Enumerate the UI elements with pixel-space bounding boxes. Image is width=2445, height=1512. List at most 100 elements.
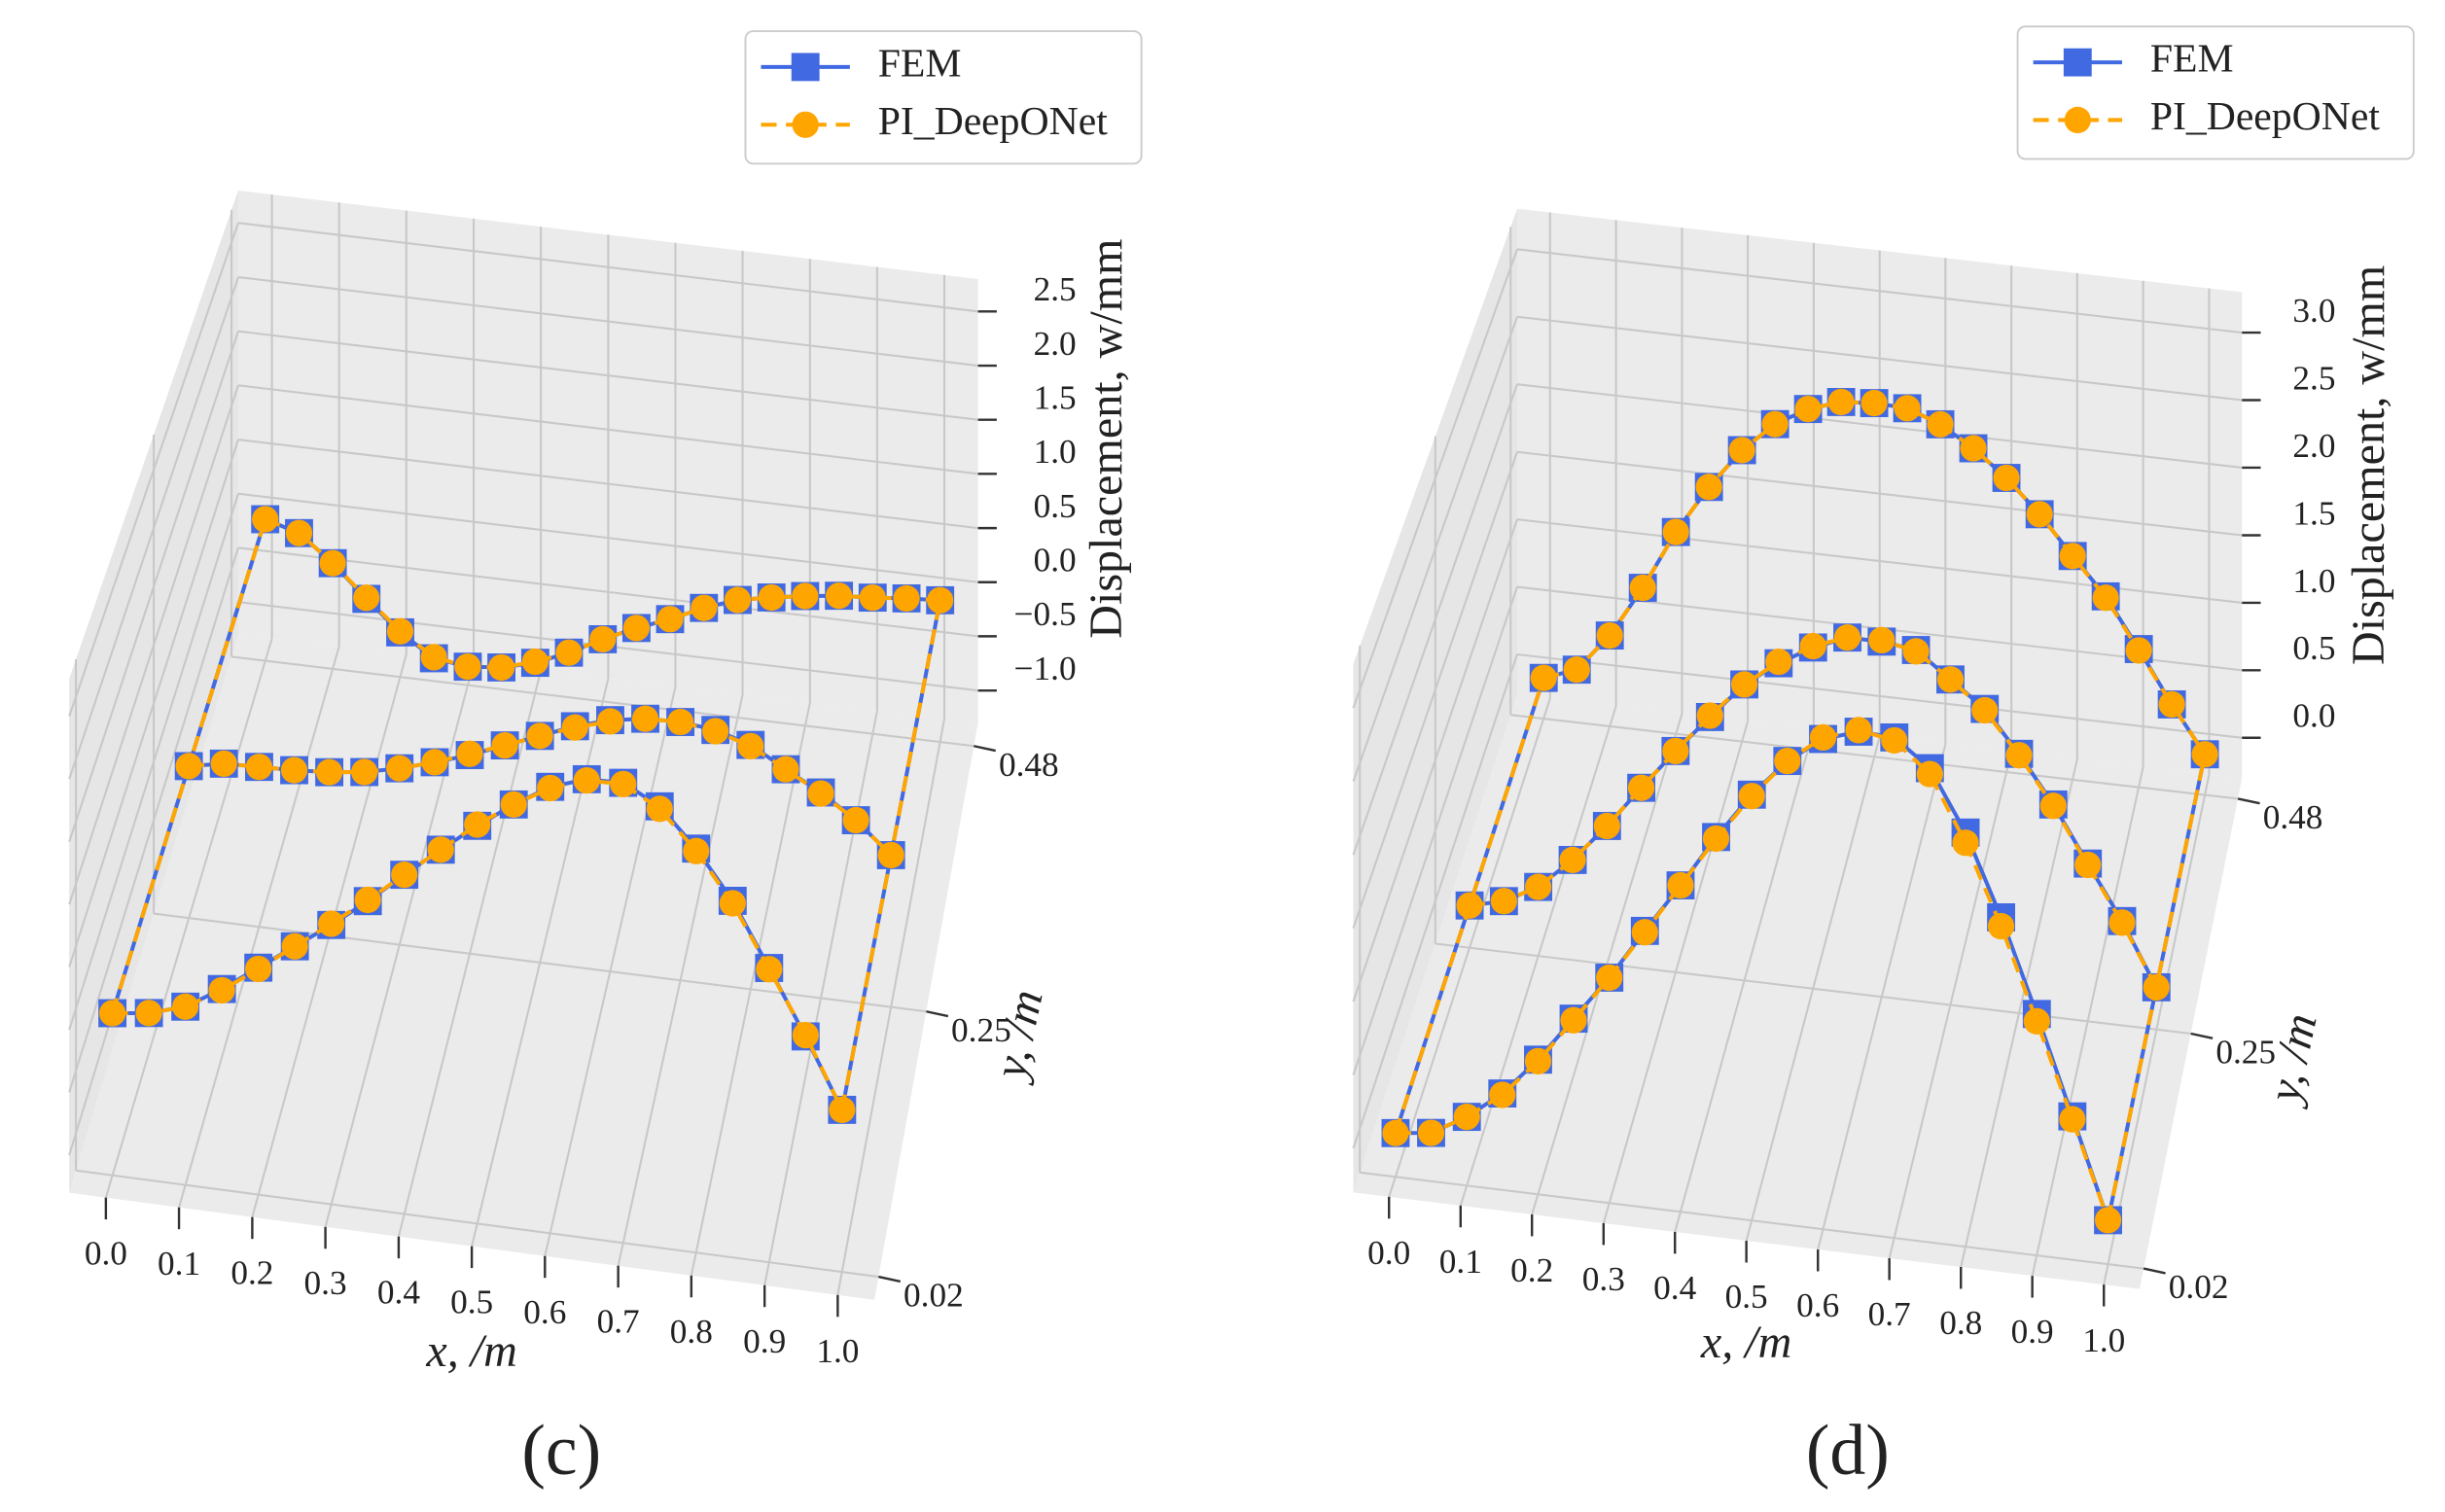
marker [1971,696,1999,724]
marker [1902,638,1930,665]
x-tick-label: 0.5 [450,1283,493,1321]
marker [1809,723,1837,752]
marker [842,806,869,834]
marker [807,780,834,807]
z-tick-label: −0.5 [1014,595,1077,633]
marker [210,750,237,777]
marker [893,584,920,613]
y-tick-mark [2190,1032,2214,1039]
marker [1559,846,1586,874]
x-tick-label: 0.5 [1725,1278,1768,1316]
legend-label: FEM [878,41,962,86]
marker [1993,464,2020,492]
y-axis-label: y, /m [2257,1009,2327,1111]
marker [1596,964,1623,992]
series [1382,388,2218,1234]
z-tick-label: 0.5 [2292,629,2335,667]
series-line [1469,635,2159,989]
marker [1960,435,1987,462]
marker [737,732,764,760]
x-tick-label: 0.2 [1510,1251,1553,1289]
grid-line [68,439,239,967]
x-tick-label: 0.0 [85,1235,127,1273]
marker [702,718,729,745]
marker [646,795,673,823]
legend-swatch [792,111,819,138]
legend: FEM PI_DeepONet [744,30,1143,165]
z-tick-label: 0.0 [1034,542,1077,580]
marker [1860,389,1888,417]
marker [666,708,694,736]
marker [1382,1119,1409,1146]
marker [1728,437,1755,464]
marker [500,791,527,818]
marker [2092,584,2119,612]
marker [555,639,583,666]
marker [2143,973,2170,1002]
marker [2158,690,2185,719]
marker [2125,637,2152,664]
panel-label: (c) [521,1410,601,1490]
marker [1593,812,1620,840]
marker [1833,624,1861,651]
marker [2023,1007,2050,1035]
legend-swatch [2063,48,2092,77]
x-tick-label: 0.6 [523,1293,566,1331]
marker [354,886,381,914]
marker [1799,632,1826,660]
legend-label: PI_DeepONet [878,99,1108,144]
marker [386,617,414,645]
z-tick-label: 1.5 [2292,494,2335,532]
z-tick-label: 0.5 [1034,487,1077,525]
grid-line [1352,518,1518,1002]
grid-line [1510,714,2239,800]
marker [1667,871,1694,899]
y-tick-mark [2143,1267,2166,1275]
marker [1868,626,1896,654]
marker [391,861,418,889]
x-tick-label: 0.3 [1582,1260,1625,1298]
x-tick-label: 1.0 [2082,1321,2125,1359]
x-tick-label: 0.1 [158,1245,200,1283]
marker [1845,717,1872,744]
marker [1702,825,1730,853]
marker [792,1021,819,1049]
z-tick-label: 3.0 [2292,292,2335,330]
marker [135,1000,162,1027]
marker [683,837,710,864]
y-tick-label: 0.02 [2169,1268,2229,1306]
y-tick-label: 0.48 [999,746,1059,784]
z-tick-label: 1.0 [2292,562,2335,600]
grid-line [230,655,974,748]
y-axis-label: y, /m [983,985,1053,1087]
marker [285,519,313,546]
marker [1927,410,1954,438]
series-line [112,778,844,1111]
legend-label: FEM [2150,37,2234,82]
legend-box [744,30,1143,165]
grid-line [75,1169,879,1279]
x-tick-label: 0.7 [597,1303,640,1341]
grid-line [1516,383,2243,469]
grid-line [1435,942,2191,1036]
grid-line [1516,652,2243,739]
z-tick-label: 2.0 [2292,427,2335,465]
marker [353,584,380,612]
marker [1774,748,1801,775]
marker [1453,1103,1480,1131]
grid-line [1516,518,2243,604]
marker [859,583,886,612]
marker [589,625,617,653]
marker [2026,501,2053,528]
grid-line [1352,316,1518,782]
marker [1738,783,1765,810]
grid-line [237,492,978,583]
marker [1490,888,1517,915]
x-tick-label: 0.1 [1439,1243,1482,1281]
marker [561,714,588,741]
panel: 0.0 0.1 0.2 0.3 0.4 0.5 0.6 0.7 0.8 0.9 1.0 0.02 0.2… [68,30,1143,1490]
marker [2191,741,2218,768]
legend-swatch [2064,106,2091,134]
z-tick-label: 2.0 [1034,325,1077,363]
marker [1765,649,1792,676]
